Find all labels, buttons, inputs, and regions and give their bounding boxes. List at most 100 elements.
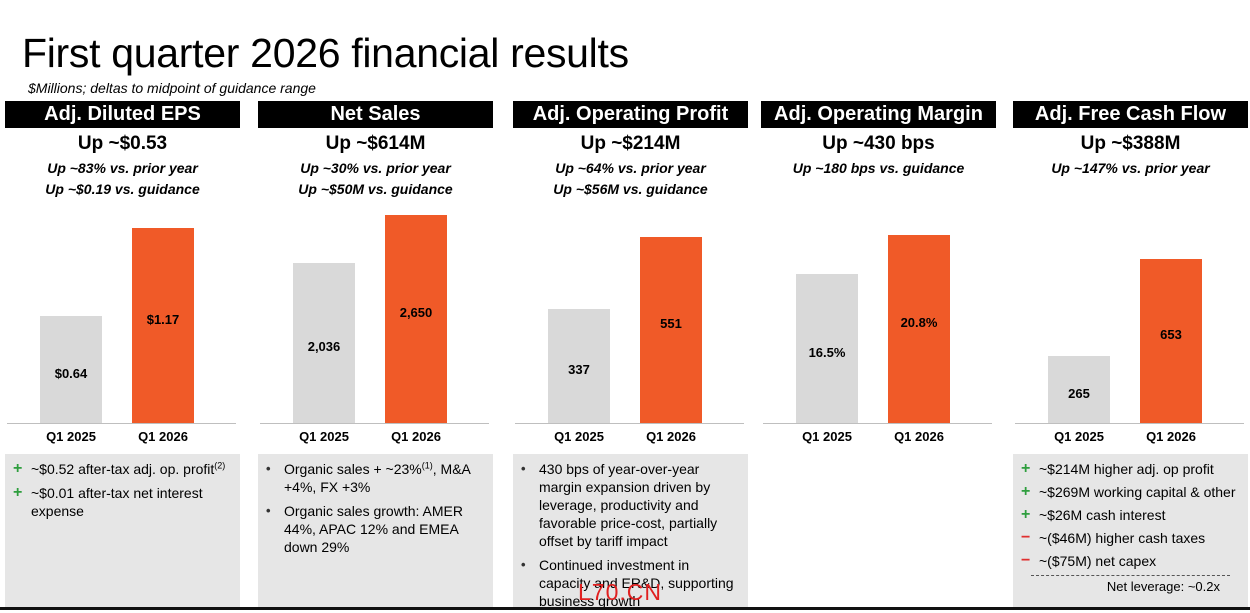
bottom-rule <box>0 607 1250 610</box>
panel-delta: Up ~180 bps vs. guidance <box>792 160 965 176</box>
x-axis-line <box>260 423 489 424</box>
x-axis-line <box>1015 423 1244 424</box>
note-item: + ~$214M higher adj. op profit <box>1019 460 1240 478</box>
panel-delta: Up ~$50M vs. guidance <box>298 181 453 197</box>
bar-q1-2025: 2,036 <box>293 263 355 423</box>
footnote-ref: (1) <box>421 460 433 471</box>
panel-delta: Up ~64% vs. prior year <box>555 160 706 176</box>
bar-value-label: $1.17 <box>146 311 180 327</box>
note-item: + ~$269M working capital & other <box>1019 483 1240 501</box>
note-text: ~$0.52 after-tax adj. op. profit <box>31 461 215 477</box>
plus-icon: + <box>13 484 23 501</box>
bullet-icon: • <box>521 461 526 476</box>
panel-title: Adj. Operating Margin <box>761 101 996 128</box>
watermark: L70.CN <box>578 579 662 605</box>
kpi-panel: Adj. Free Cash Flow Up ~$388M Up ~147% vs.… <box>1013 101 1248 607</box>
note-text: ~$26M cash interest <box>1039 507 1166 523</box>
bar-q1-2026: 2,650 <box>385 215 447 423</box>
panel-delta: Up ~$56M vs. guidance <box>553 181 708 197</box>
panel-headline: Up ~$214M <box>580 133 681 154</box>
plus-icon: + <box>1021 506 1031 523</box>
bar-q1-2025: $0.64 <box>40 316 102 423</box>
notes-box: • 430 bps of year-over-year margin expans… <box>513 454 748 610</box>
note-text: 430 bps of year-over-year margin expansi… <box>539 461 718 549</box>
bar-q1-2026: 653 <box>1140 259 1202 423</box>
x-tick-label: Q1 2025 <box>299 429 349 444</box>
panel-headline: Up ~$0.53 <box>77 133 168 154</box>
note-item: • 430 bps of year-over-year margin expans… <box>519 460 740 550</box>
note-item: + ~$26M cash interest <box>1019 506 1240 524</box>
notes-box: + ~$0.52 after-tax adj. op. profit(2) + ~$0… <box>5 454 240 607</box>
x-axis-line <box>763 423 992 424</box>
x-tick-label: Q1 2025 <box>1054 429 1104 444</box>
x-tick-label: Q1 2026 <box>894 429 944 444</box>
bar-q1-2025: 16.5% <box>796 274 858 423</box>
minus-icon: − <box>1021 529 1031 546</box>
bar-q1-2026: $1.17 <box>132 228 194 423</box>
note-text: ~$269M working capital & other <box>1039 484 1236 500</box>
bullet-icon: • <box>521 557 526 572</box>
panel-title: Adj. Operating Profit <box>513 101 748 128</box>
minus-icon: − <box>1021 552 1031 569</box>
x-tick-label: Q1 2026 <box>1146 429 1196 444</box>
x-axis-line <box>515 423 744 424</box>
x-tick-label: Q1 2025 <box>802 429 852 444</box>
bar-value-label: 16.5% <box>808 344 846 360</box>
bar-value-label: 337 <box>568 362 590 377</box>
note-text: ~($46M) higher cash taxes <box>1039 530 1206 546</box>
panel-headline: Up ~$614M <box>325 133 426 154</box>
x-tick-label: Q1 2025 <box>46 429 96 444</box>
plus-icon: + <box>1021 483 1031 500</box>
panel-title: Adj. Free Cash Flow <box>1013 101 1248 128</box>
page-title: First quarter 2026 financial results <box>22 30 629 76</box>
note-item: + ~$0.01 after-tax net interest expense <box>11 484 232 520</box>
x-tick-label: Q1 2026 <box>138 429 188 444</box>
bar-q1-2025: 265 <box>1048 356 1110 423</box>
bar-value-label: 551 <box>660 316 682 331</box>
bullet-icon: • <box>266 503 271 518</box>
bar-value-label: 265 <box>1068 385 1090 401</box>
note-item: • Organic sales growth: AMER 44%, APAC 12… <box>264 502 485 556</box>
notes-box: • Organic sales + ~23%(1), M&A +4%, FX +3… <box>258 454 493 607</box>
panel-title: Net Sales <box>258 101 493 128</box>
bar-q1-2026: 551 <box>640 237 702 423</box>
bullet-icon: • <box>266 461 271 476</box>
footnote-ref: (2) <box>214 460 226 471</box>
note-text: ~$0.01 after-tax net interest expense <box>31 485 203 519</box>
note-item: + ~$0.52 after-tax adj. op. profit(2) <box>11 460 232 478</box>
note-text: ~$214M higher adj. op profit <box>1039 461 1214 477</box>
bar-value-label: 20.8% <box>900 315 938 330</box>
plus-icon: + <box>1021 460 1031 477</box>
bar-value-label: 653 <box>1160 327 1182 342</box>
bar-value-label: $0.64 <box>54 365 88 381</box>
bar-value-label: 2,036 <box>307 339 341 354</box>
bar-q1-2025: 337 <box>548 309 610 423</box>
notes-box: + ~$214M higher adj. op profit + ~$269M wor… <box>1013 454 1248 607</box>
kpi-panel: Net Sales Up ~$614M Up ~30% vs. prior year… <box>258 101 493 607</box>
note-text: Organic sales growth: AMER 44%, APAC 12%… <box>284 503 463 555</box>
note-text: Continued investment in capacity and ER&… <box>539 557 734 609</box>
note-text: ~($75M) net capex <box>1039 553 1157 569</box>
kpi-panel: Adj. Operating Profit Up ~$214M Up ~64% vs… <box>513 101 748 610</box>
x-tick-label: Q1 2026 <box>646 429 696 444</box>
note-item: − ~($46M) higher cash taxes <box>1019 529 1240 547</box>
plus-icon: + <box>13 460 23 477</box>
panel-headline: Up ~430 bps <box>822 133 935 154</box>
note-text: Organic sales + ~23% <box>284 461 422 477</box>
kpi-panel: Adj. Diluted EPS Up ~$0.53 Up ~83% vs. pri… <box>5 101 240 607</box>
note-item: • Organic sales + ~23%(1), M&A +4%, FX +3… <box>264 460 485 496</box>
x-tick-label: Q1 2026 <box>391 429 441 444</box>
bar-q1-2026: 20.8% <box>888 235 950 423</box>
kpi-panel: Adj. Operating Margin Up ~430 bps Up ~180 … <box>761 101 996 607</box>
panel-delta: Up ~83% vs. prior year <box>47 160 198 176</box>
page-subtitle: $Millions; deltas to midpoint of guidanc… <box>28 80 316 96</box>
net-leverage: Net leverage: ~0.2x <box>1031 575 1230 598</box>
x-axis-line <box>7 423 236 424</box>
note-text-cont: , M&A +4%, FX +3% <box>284 461 471 495</box>
x-tick-label: Q1 2025 <box>554 429 604 444</box>
panel-delta: Up ~30% vs. prior year <box>300 160 451 176</box>
note-item: − ~($75M) net capex <box>1019 552 1240 570</box>
panel-title: Adj. Diluted EPS <box>5 101 240 128</box>
panel-delta: Up ~$0.19 vs. guidance <box>45 181 200 197</box>
note-item: • Continued investment in capacity and ER… <box>519 556 740 610</box>
